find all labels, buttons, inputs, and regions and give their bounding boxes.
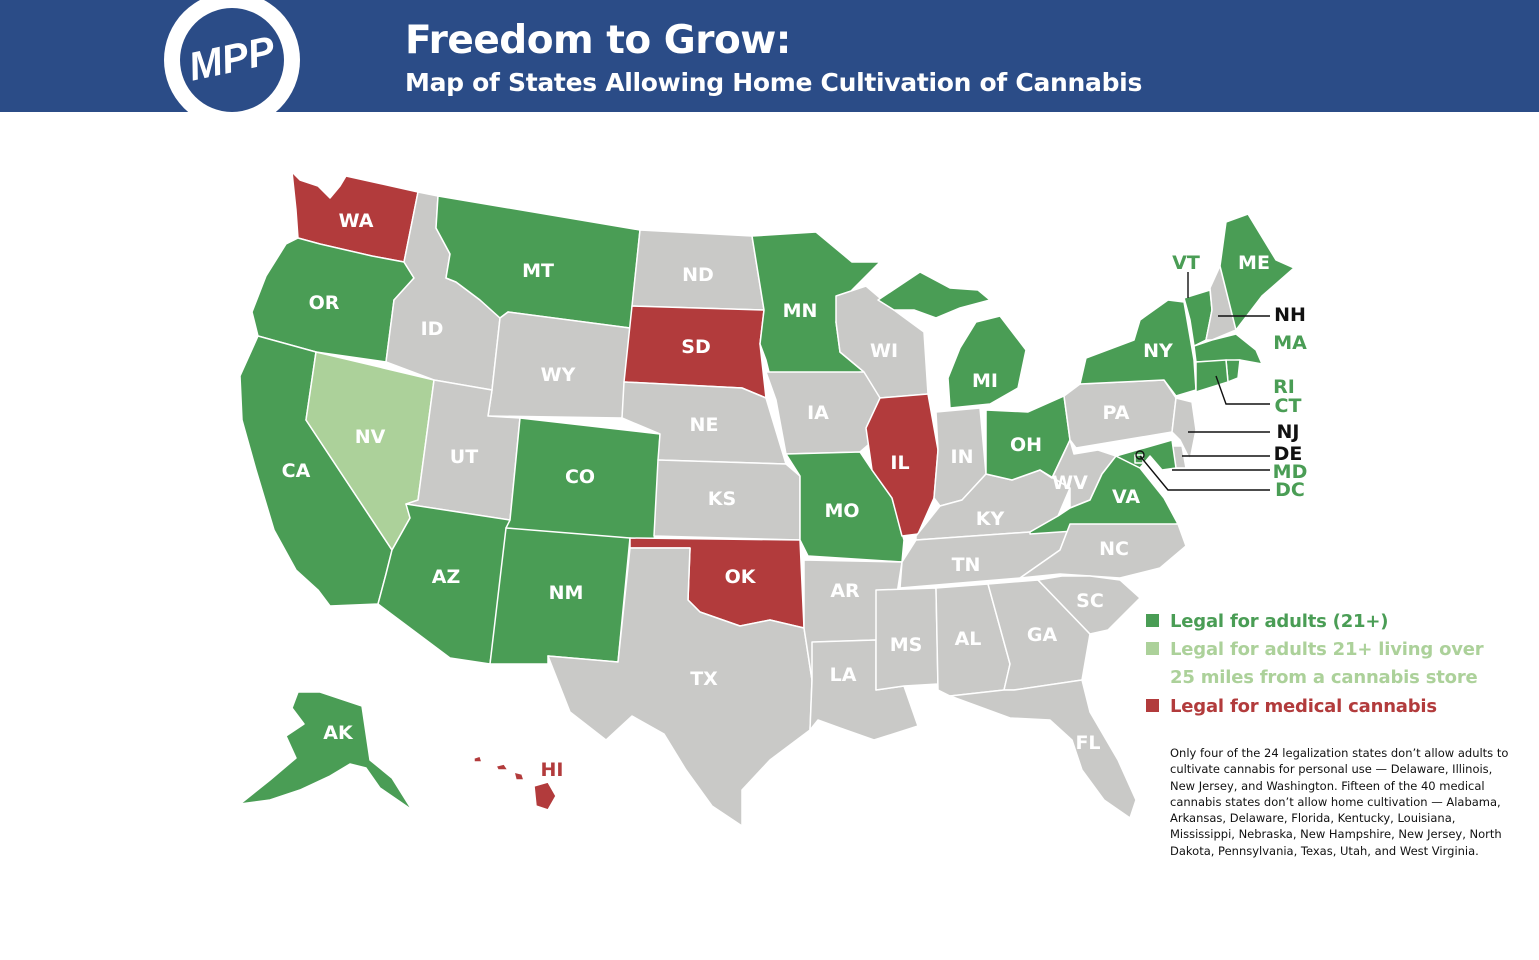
state-label-nv: NV xyxy=(355,426,386,448)
state-label-or: OR xyxy=(309,292,340,314)
state-callout-label-ri: RI xyxy=(1273,376,1295,398)
state-label-ny: NY xyxy=(1143,340,1173,362)
state-label-mt: MT xyxy=(522,260,554,282)
state-label-ks: KS xyxy=(708,488,736,510)
state-hi[interactable] xyxy=(473,755,557,811)
state-label-mi: MI xyxy=(972,370,998,392)
callout-line-ct xyxy=(1215,375,1270,405)
state-nj[interactable] xyxy=(1171,397,1197,461)
state-label-ga: GA xyxy=(1027,624,1058,646)
state-mi[interactable] xyxy=(877,271,1027,409)
legend-label-medical: Legal for medical cannabis xyxy=(1170,696,1437,717)
state-label-pa: PA xyxy=(1103,402,1130,424)
state-label-ak: AK xyxy=(323,722,354,744)
legend-swatch-medical xyxy=(1146,699,1159,712)
state-label-wy: WY xyxy=(541,364,576,386)
state-label-il: IL xyxy=(890,452,909,474)
state-mo[interactable] xyxy=(785,451,905,563)
state-label-nm: NM xyxy=(549,582,584,604)
legend-label-adult: Legal for adults (21+) xyxy=(1170,611,1389,632)
state-label-in: IN xyxy=(951,446,974,468)
state-callout-label-nh: NH xyxy=(1274,304,1306,326)
state-label-wa: WA xyxy=(339,210,374,232)
state-label-va: VA xyxy=(1112,486,1140,508)
callout-lines xyxy=(1135,272,1270,491)
state-label-sd: SD xyxy=(681,336,710,358)
legend-swatch-adult-distance xyxy=(1146,642,1159,655)
state-label-mo: MO xyxy=(824,500,859,522)
state-ct[interactable] xyxy=(1195,359,1229,393)
state-label-me: ME xyxy=(1238,252,1270,274)
state-callout-label-dc: DC xyxy=(1275,479,1305,501)
state-label-id: ID xyxy=(421,318,444,340)
state-label-co: CO xyxy=(565,466,595,488)
state-label-ok: OK xyxy=(725,566,757,588)
mpp-logo-mark: MPP xyxy=(180,8,284,112)
state-callout-label-ma: MA xyxy=(1273,332,1307,354)
state-ak[interactable] xyxy=(239,691,413,811)
state-fl[interactable] xyxy=(949,679,1137,819)
state-callout-label-vt: VT xyxy=(1172,252,1200,274)
mpp-logo: MPP xyxy=(164,0,300,128)
state-me[interactable] xyxy=(1219,213,1295,331)
state-label-ia: IA xyxy=(807,402,829,424)
state-callout-label-de: DE xyxy=(1274,443,1303,465)
state-callout-label-hi: HI xyxy=(541,759,564,781)
state-label-wi: WI xyxy=(870,340,898,362)
state-label-az: AZ xyxy=(432,566,460,588)
callout-line-dc xyxy=(1139,455,1270,491)
state-label-ca: CA xyxy=(282,460,311,482)
state-label-ne: NE xyxy=(690,414,719,436)
state-label-al: AL xyxy=(955,628,982,650)
state-il[interactable] xyxy=(865,393,939,537)
state-label-ut: UT xyxy=(450,446,478,468)
state-md[interactable] xyxy=(1115,439,1177,471)
state-label-fl: FL xyxy=(1075,732,1100,754)
state-nc[interactable] xyxy=(1019,523,1187,579)
legend-label-adult-distance-1: Legal for adults 21+ living over xyxy=(1170,639,1484,660)
state-label-sc: SC xyxy=(1076,590,1104,612)
state-callout-label-nj: NJ xyxy=(1277,421,1300,443)
state-label-nd: ND xyxy=(682,264,714,286)
state-label-tx: TX xyxy=(690,668,718,690)
state-ny[interactable] xyxy=(1079,299,1197,397)
state-sc[interactable] xyxy=(1037,575,1141,635)
state-label-wv: WV xyxy=(1052,472,1088,494)
dc-marker xyxy=(1135,450,1145,460)
legend-label-adult-distance-2: 25 miles from a cannabis store xyxy=(1170,667,1478,688)
state-label-la: LA xyxy=(830,664,857,686)
state-shapes xyxy=(239,171,1295,827)
state-label-ar: AR xyxy=(830,580,860,602)
state-label-nc: NC xyxy=(1099,538,1129,560)
state-label-mn: MN xyxy=(783,300,818,322)
state-label-oh: OH xyxy=(1010,434,1042,456)
legend-swatch-adult xyxy=(1146,614,1159,627)
state-label-ky: KY xyxy=(976,508,1005,530)
state-callout-label-md: MD xyxy=(1273,461,1308,483)
state-callout-label-ct: CT xyxy=(1275,395,1302,417)
state-labels: WA OR CA NV ID MT WY UT AZ CO NM ND SD NE KS OK TX MN IA MO… xyxy=(282,210,1308,781)
page-title: Freedom to Grow: xyxy=(405,18,791,63)
page-subtitle: Map of States Allowing Home Cultivation … xyxy=(405,68,1143,97)
footnote: Only four of the 24 legalization states … xyxy=(1170,746,1509,858)
state-label-tn: TN xyxy=(952,554,981,576)
state-label-ms: MS xyxy=(890,634,923,656)
